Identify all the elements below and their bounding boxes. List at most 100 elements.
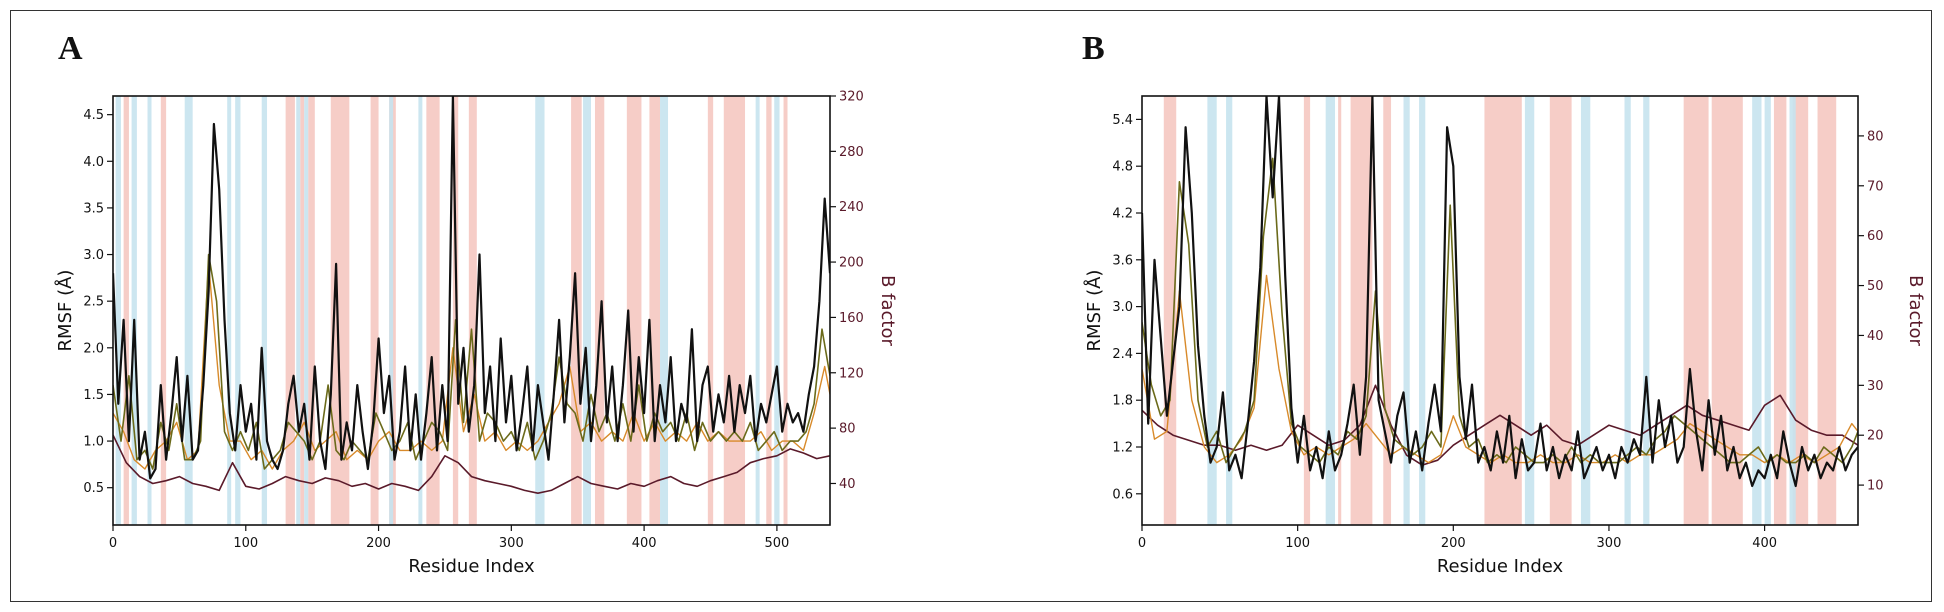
y2-tick-label: 80 <box>1867 129 1884 144</box>
sheet-band <box>1419 96 1426 525</box>
sheet-band <box>184 96 193 525</box>
plot-border <box>1141 95 1859 526</box>
helix-band <box>300 96 305 525</box>
helix-band <box>1683 96 1709 525</box>
y2-tick-label: 30 <box>1867 379 1884 394</box>
y-tick-label: 5.4 <box>1112 113 1133 128</box>
y-tick-label: 3.6 <box>1112 253 1133 268</box>
x-axis-label: Residue Index <box>1437 556 1564 577</box>
y-tick-label: 3.0 <box>83 248 104 263</box>
helix-band <box>370 96 379 525</box>
y-tick-label: 4.8 <box>1112 160 1133 175</box>
helix-band <box>783 96 788 525</box>
x-tick-label: 400 <box>632 536 657 551</box>
sheet-band <box>1403 96 1410 525</box>
sheet-band <box>583 96 591 525</box>
x-tick-label: 300 <box>499 536 524 551</box>
y-tick-label: 0.6 <box>1112 487 1133 502</box>
y2-tick-label: 70 <box>1867 179 1884 194</box>
plot-border <box>112 95 831 526</box>
helix-band <box>1817 96 1837 525</box>
helix-band <box>1549 96 1572 525</box>
sheet-band <box>774 96 780 525</box>
helix-band <box>1773 96 1787 525</box>
helix-band <box>426 96 440 525</box>
helix-band <box>626 96 642 525</box>
sheet-band <box>235 96 241 525</box>
y-tick-label: 1.5 <box>83 388 104 403</box>
sheet-band <box>1207 96 1217 525</box>
x-tick-label: 400 <box>1752 536 1777 551</box>
y2-tick-label: 320 <box>839 90 864 105</box>
x-tick-label: 0 <box>1138 536 1146 551</box>
sheet-band <box>1643 96 1650 525</box>
x-axis-label: Residue Index <box>408 556 535 577</box>
sheet-band <box>261 96 268 525</box>
sheet-band <box>660 96 669 525</box>
x-tick-label: 100 <box>233 536 258 551</box>
helix-band <box>330 96 350 525</box>
sheet-band <box>535 96 545 525</box>
sheet-band <box>1325 96 1336 525</box>
sheet-band <box>1524 96 1535 525</box>
y2-tick-label: 40 <box>839 477 856 492</box>
helix-band <box>160 96 167 525</box>
y-axis-label: RMSF (Å) <box>1083 270 1105 352</box>
sheet-band <box>755 96 760 525</box>
y2-tick-label: 280 <box>839 145 864 160</box>
y2-tick-label: 50 <box>1867 279 1884 294</box>
series-black <box>1142 96 1858 488</box>
y2-tick-label: 160 <box>839 311 864 326</box>
series-bfactor <box>113 434 830 494</box>
sheet-band <box>389 96 394 525</box>
sheet-band <box>227 96 232 525</box>
helix-band <box>1303 96 1311 525</box>
helix-band <box>1484 96 1522 525</box>
y2-tick-label: 240 <box>839 200 864 215</box>
x-tick-label: 0 <box>109 536 117 551</box>
x-tick-label: 500 <box>764 536 789 551</box>
helix-band <box>649 96 661 525</box>
x-tick-label: 100 <box>1285 536 1310 551</box>
y-tick-label: 2.5 <box>83 295 104 310</box>
helix-band <box>308 96 315 525</box>
chart-b: 0 100 200 300 400 0.6 1.2 1.8 2.4 3.0 3.6 4.2 4.8 5.4… <box>1083 95 1926 577</box>
y2-tick-label: 120 <box>839 366 864 381</box>
x-tick-label: 300 <box>1597 536 1622 551</box>
helix-band <box>594 96 605 525</box>
sheet-band <box>1226 96 1233 525</box>
helix-band <box>123 96 129 525</box>
series-bfactor <box>1142 384 1858 466</box>
y-axis-label: RMSF (Å) <box>54 270 76 352</box>
sheet-band <box>418 96 423 525</box>
helix-band <box>468 96 477 525</box>
y2-axis-label: B factor <box>877 275 898 346</box>
plot-area <box>113 96 830 525</box>
figure-frame <box>10 10 1932 602</box>
y-tick-label: 4.5 <box>83 108 104 123</box>
sheet-band <box>115 96 121 525</box>
helix-band <box>723 96 746 525</box>
helix-band <box>1338 96 1342 525</box>
sheet-band <box>296 96 301 525</box>
y2-tick-label: 60 <box>1867 229 1884 244</box>
sheet-band <box>131 96 137 525</box>
y-tick-label: 3.5 <box>83 201 104 216</box>
y-tick-label: 4.0 <box>83 155 104 170</box>
panel-b-label: B <box>1082 30 1105 67</box>
y-tick-label: 2.4 <box>1112 347 1133 362</box>
plot-area <box>1142 96 1858 525</box>
y2-axis-label: B factor <box>1905 275 1926 346</box>
x-tick-label: 200 <box>366 536 391 551</box>
series-black <box>113 96 830 480</box>
y-tick-label: 1.0 <box>83 435 104 450</box>
helix-band <box>1383 96 1392 525</box>
series-olive <box>113 253 830 470</box>
sheet-band <box>147 96 152 525</box>
y-tick-label: 2.0 <box>83 341 104 356</box>
sheet-band <box>1624 96 1631 525</box>
y2-tick-label: 200 <box>839 256 864 271</box>
helix-band <box>766 96 772 525</box>
helix-band <box>1163 96 1177 525</box>
sheet-band <box>1752 96 1762 525</box>
